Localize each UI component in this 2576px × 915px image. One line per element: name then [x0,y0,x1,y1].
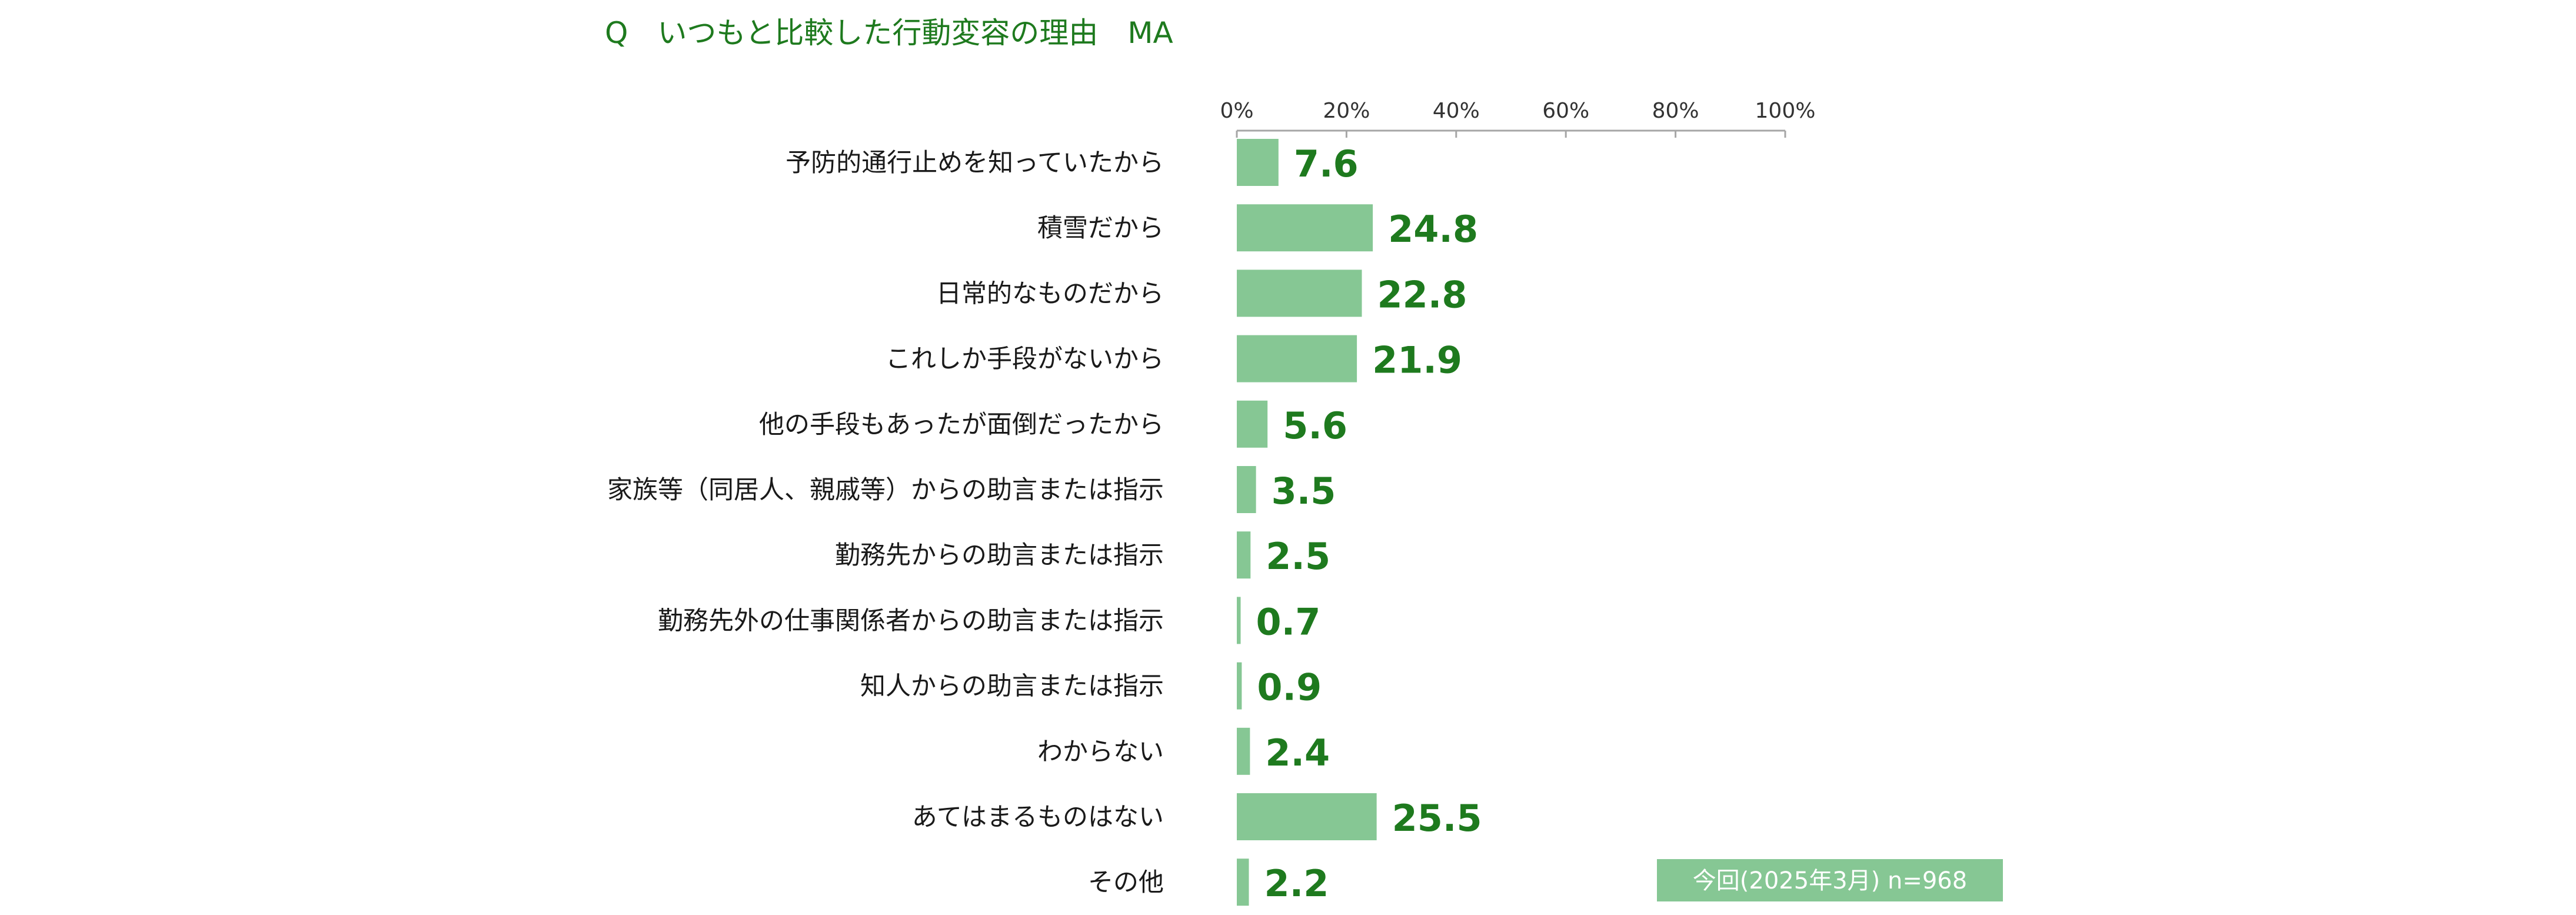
value-label: 25.5 [1392,797,1482,840]
x-tick-label: 0% [1220,99,1253,123]
bar [1237,597,1241,644]
bar [1237,859,1249,906]
category-label: 日常的なものだから [936,279,1164,308]
bar [1237,531,1251,579]
category-label: わからない [1037,737,1164,767]
value-label: 22.8 [1377,273,1467,316]
category-label: あてはまるものはない [912,803,1164,832]
x-tick-label: 80% [1652,99,1699,123]
category-label: 予防的通行止めを知っていたから [786,148,1164,178]
bar [1237,269,1362,317]
value-label: 24.8 [1388,208,1478,251]
category-label: これしか手段がないから [886,345,1164,374]
bar [1237,727,1250,775]
category-label: 勤務先からの助言または指示 [835,541,1164,570]
value-label: 2.5 [1266,535,1330,578]
bar [1237,466,1256,513]
bar [1237,662,1242,710]
category-label: 知人からの助言または指示 [860,672,1164,701]
value-label: 2.2 [1264,862,1329,905]
bar [1237,793,1377,840]
category-label: その他 [1088,868,1164,897]
value-label: 5.6 [1283,404,1347,447]
value-label: 2.4 [1265,731,1330,774]
bar [1237,335,1357,382]
legend-box [1657,859,2003,901]
x-tick-label: 100% [1755,99,1816,123]
category-label: 家族等（同居人、親戚等）からの助言または指示 [607,475,1164,505]
value-label: 0.9 [1257,666,1322,709]
bar [1237,400,1268,448]
x-tick-label: 40% [1433,99,1480,123]
value-label: 21.9 [1372,339,1462,382]
x-tick-label: 20% [1323,99,1370,123]
category-label: 積雪だから [1037,214,1164,243]
value-label: 3.5 [1272,470,1336,513]
bar [1237,139,1279,186]
legend-label: 今回(2025年3月) n=968 [1693,867,1967,894]
value-label: 0.7 [1256,600,1321,643]
chart-title: Q いつもと比較した行動変容の理由 MA [605,16,1173,50]
category-label: 勤務先外の仕事関係者からの助言または指示 [658,606,1164,635]
bar [1237,204,1373,252]
x-tick-label: 60% [1542,99,1589,123]
category-label: 他の手段もあったが面倒だったから [759,410,1164,440]
value-label: 7.6 [1294,142,1359,185]
